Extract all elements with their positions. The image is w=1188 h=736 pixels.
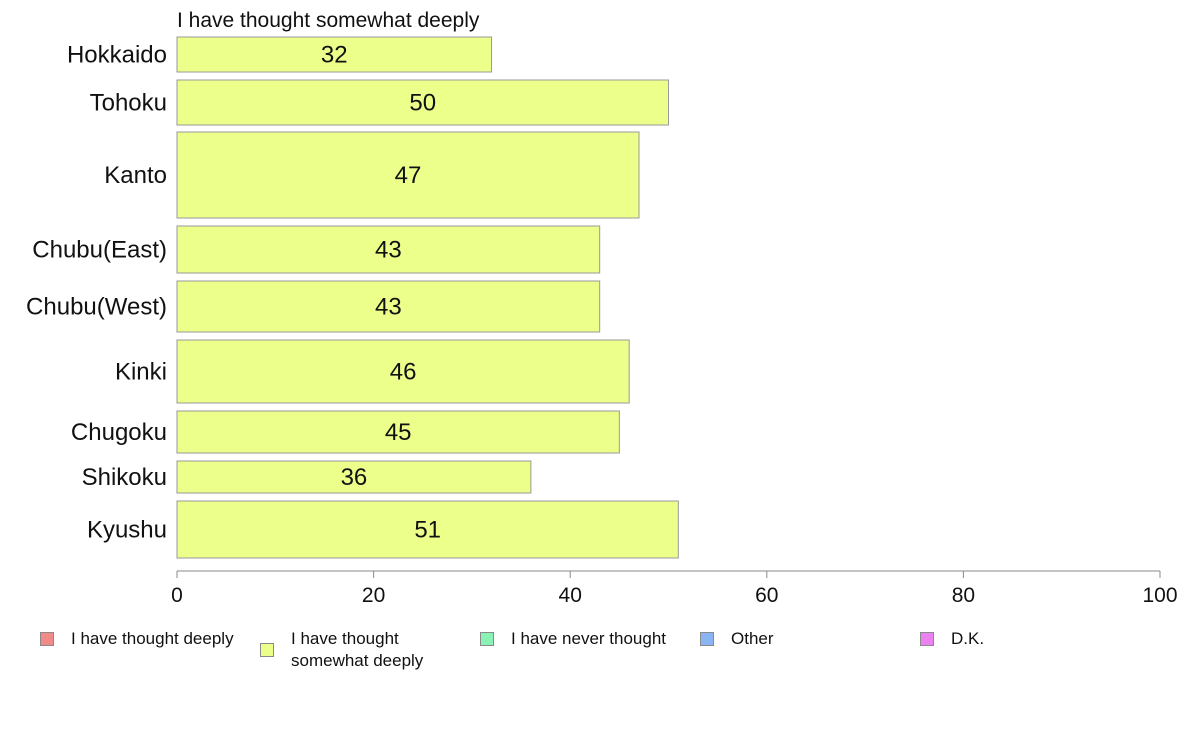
data-label-kinki: 46: [390, 359, 417, 386]
legend-swatch-dk: [920, 632, 934, 646]
legend-swatch-thought-deeply: [40, 632, 54, 646]
bar-chubu-west: [176, 280, 601, 333]
bar-chugoku: [176, 410, 620, 454]
legend-label-thought-somewhat-deeply: I have thought somewhat deeply: [291, 629, 424, 670]
data-label-shikoku: 36: [341, 464, 368, 491]
data-label-kyushu: 51: [414, 517, 441, 544]
bar-chart: I have thought somewhat deeply 32 Hokkaid…: [26, 9, 1178, 607]
category-label-tohoku: Tohoku: [90, 90, 167, 117]
legend-label-other: Other: [731, 629, 774, 648]
legend-swatch-thought-somewhat-deeply: [260, 643, 274, 657]
chart-title: I have thought somewhat deeply: [177, 9, 480, 32]
category-label-kinki: Kinki: [115, 359, 167, 386]
data-label-chubu-west: 43: [375, 294, 402, 321]
legend-label-never-thought: I have never thought: [511, 629, 667, 648]
category-label-chubu-east: Chubu(East): [32, 237, 167, 264]
x-tick-label-80: 80: [952, 584, 975, 607]
bar-shikoku: [176, 460, 532, 494]
data-label-kanto: 47: [395, 162, 422, 189]
data-label-tohoku: 50: [409, 90, 436, 117]
category-label-kyushu: Kyushu: [87, 517, 167, 544]
legend-swatch-other: [700, 632, 714, 646]
x-tick-label-0: 0: [171, 584, 183, 607]
legend-swatch-never-thought: [480, 632, 494, 646]
legend-label-thought-deeply: I have thought deeply: [71, 629, 234, 648]
x-tick-label-20: 20: [362, 584, 385, 607]
category-label-chugoku: Chugoku: [71, 419, 167, 446]
category-label-shikoku: Shikoku: [82, 464, 167, 491]
category-label-kanto: Kanto: [104, 162, 167, 189]
x-tick-label-100: 100: [1142, 584, 1177, 607]
data-label-chubu-east: 43: [375, 237, 402, 264]
legend-item-thought-deeply: I have thought deeply: [40, 628, 234, 650]
x-tick-label-60: 60: [755, 584, 778, 607]
bars-layer: 32 Hokkaido 50 Tohoku 47 Kanto 43 Chubu(East) 43…: [26, 36, 679, 559]
legend-item-other: Other: [700, 628, 774, 650]
legend-item-dk: D.K.: [920, 628, 984, 650]
legend: I have thought deeply I have thought som…: [0, 618, 1188, 670]
category-label-hokkaido: Hokkaido: [67, 42, 167, 69]
bar-tohoku: [176, 79, 669, 126]
bar-kyushu: [176, 500, 679, 559]
legend-item-thought-somewhat-deeply: I have thought somewhat deeply: [260, 628, 451, 672]
x-tick-label-40: 40: [559, 584, 582, 607]
x-axis: 0 20 40 60 80 100: [171, 570, 1178, 607]
data-label-hokkaido: 32: [321, 42, 348, 69]
data-label-chugoku: 45: [385, 419, 412, 446]
bar-chubu-east: [176, 225, 601, 274]
bar-kinki: [176, 339, 630, 404]
legend-item-never-thought: I have never thought: [480, 628, 666, 650]
category-label-chubu-west: Chubu(West): [26, 294, 167, 321]
bar-kanto: [176, 131, 640, 219]
bar-hokkaido: [176, 36, 493, 73]
legend-label-dk: D.K.: [951, 629, 985, 648]
